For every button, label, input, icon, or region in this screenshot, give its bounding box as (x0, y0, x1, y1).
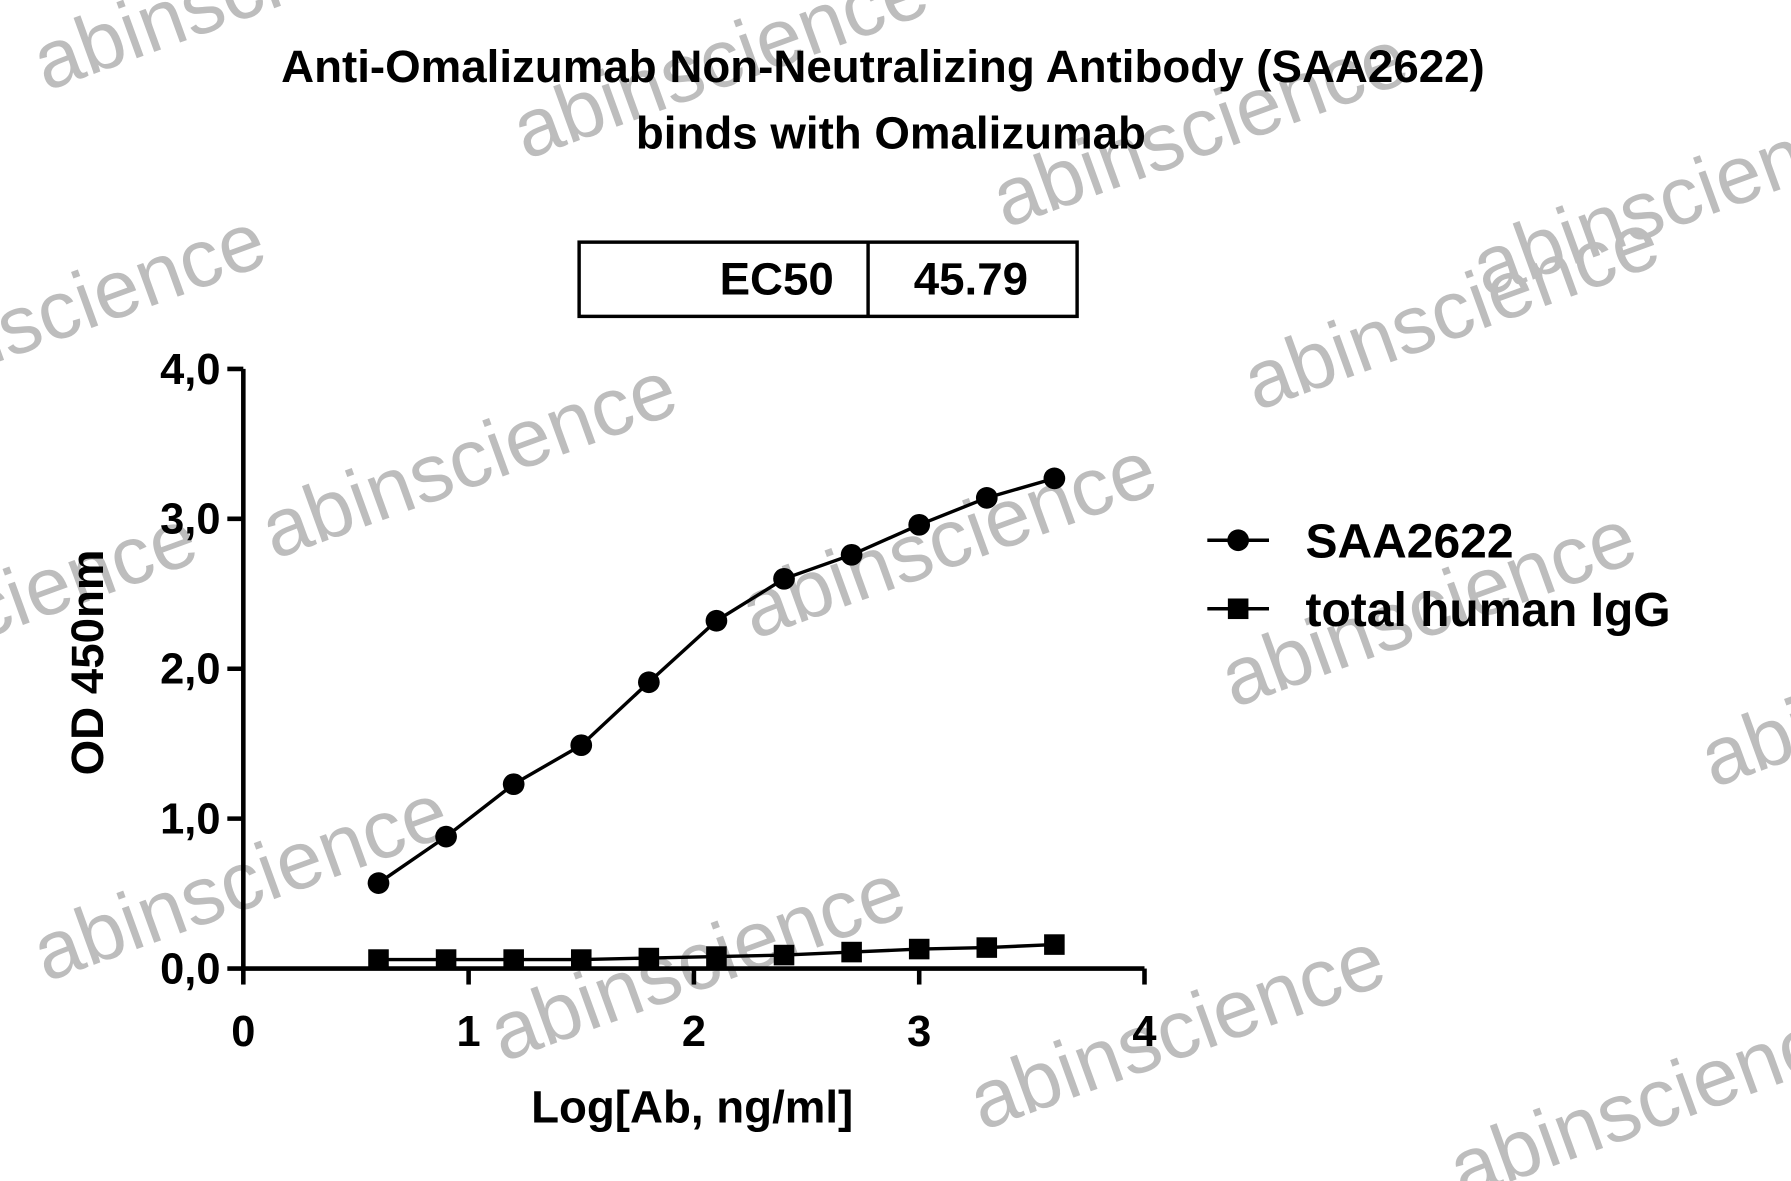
marker (435, 825, 457, 848)
marker (705, 609, 728, 632)
x-tick-label: 1 (457, 1008, 481, 1056)
marker (773, 944, 795, 966)
marker (1044, 934, 1065, 955)
x-axis-label: Log[Ab, ng/ml] (531, 1082, 853, 1133)
marker (638, 947, 660, 969)
watermark: abinscience (1437, 982, 1791, 1181)
marker (503, 949, 524, 970)
marker (841, 941, 862, 963)
marker (367, 872, 390, 894)
watermark: abinscience (21, 765, 460, 999)
marker (706, 946, 727, 967)
watermark: abinscience (957, 914, 1396, 1148)
marker (840, 543, 863, 566)
marker (1043, 467, 1066, 490)
y-tick-label: 4,0 (160, 346, 220, 394)
marker (976, 937, 998, 958)
ec50-label: EC50 (720, 254, 834, 305)
legend-marker (1227, 598, 1249, 620)
marker (975, 486, 998, 509)
watermark: abinscience (249, 343, 688, 577)
marker (368, 949, 389, 970)
y-axis-label: OD 450nm (62, 549, 113, 775)
x-tick-label: 3 (907, 1008, 931, 1056)
ec50-box (577, 240, 1079, 319)
y-tick-label: 3,0 (160, 496, 220, 544)
watermark: abinscience (0, 194, 277, 428)
y-tick-label: 0,0 (160, 945, 220, 993)
marker (908, 938, 930, 960)
marker (773, 567, 795, 590)
ec50-value: 45.79 (914, 254, 1028, 305)
chart-title: Anti-Omalizumab Non-Neutralizing Antibod… (281, 41, 1485, 92)
x-tick-label: 4 (1132, 1008, 1156, 1056)
marker (435, 949, 457, 970)
watermark: abinscience (729, 423, 1168, 657)
watermark: abinscience (1688, 571, 1791, 805)
y-tick-label: 2,0 (160, 646, 220, 694)
x-tick-label: 2 (682, 1008, 706, 1056)
legend-label: SAA2622 (1306, 515, 1514, 568)
marker (908, 513, 931, 536)
y-tick-label: 1,0 (160, 795, 220, 843)
chart-subtitle: binds with Omalizumab (636, 107, 1146, 158)
marker (570, 734, 593, 757)
watermark: abinscience (1231, 194, 1670, 428)
marker (502, 773, 525, 796)
legend-label: total human IgG (1306, 584, 1671, 637)
marker (570, 949, 592, 970)
marker (637, 671, 660, 694)
x-tick-label: 0 (231, 1008, 255, 1056)
legend-marker (1227, 529, 1250, 552)
